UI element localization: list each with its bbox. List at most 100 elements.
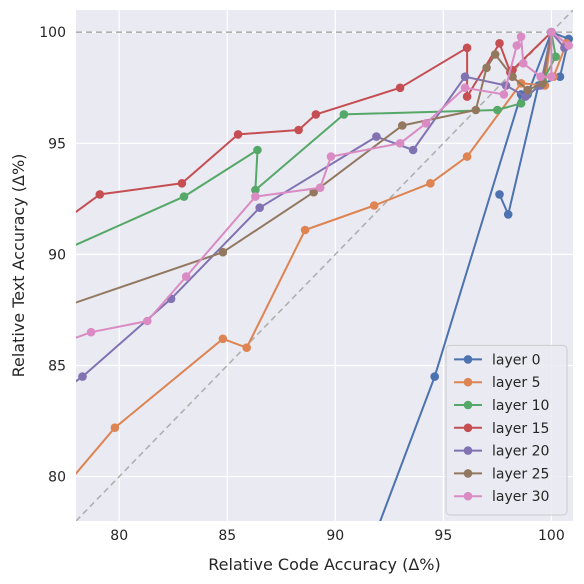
legend-label: layer 30: [492, 489, 549, 505]
legend-item: layer 10: [454, 398, 549, 414]
data-point: [369, 201, 379, 210]
series-line: [76, 32, 557, 246]
data-point: [395, 83, 405, 93]
data-point: [426, 179, 435, 188]
data-point: [551, 52, 560, 61]
legend-swatch-marker: [463, 355, 473, 364]
data-point: [521, 92, 530, 101]
data-point: [516, 32, 526, 41]
legend-label: layer 5: [492, 375, 540, 391]
data-point: [50, 495, 59, 504]
legend-item: layer 30: [454, 489, 549, 505]
data-point: [395, 139, 405, 148]
data-point: [300, 225, 310, 235]
data-point: [538, 79, 547, 88]
data-point: [218, 247, 228, 257]
data-point: [179, 192, 189, 201]
data-point: [372, 132, 381, 141]
legend-swatch-marker: [463, 446, 473, 455]
legend-swatch-marker: [463, 469, 473, 478]
data-point: [516, 99, 526, 108]
data-point: [462, 92, 472, 101]
legend-label: layer 15: [492, 421, 549, 437]
legend-swatch-marker: [463, 423, 473, 433]
data-point: [255, 203, 264, 212]
data-point: [233, 130, 243, 139]
data-point: [503, 210, 513, 219]
y-tick-label: 95: [48, 136, 66, 152]
legend-swatch-marker: [463, 491, 473, 501]
x-axis-label: Relative Code Accuracy (Δ%): [208, 555, 440, 574]
legend-label: layer 20: [492, 444, 549, 460]
x-tick-label: 100: [538, 528, 565, 544]
legend-label: layer 25: [492, 466, 549, 482]
data-point: [430, 372, 440, 381]
data-point: [490, 50, 500, 59]
y-tick-label: 100: [39, 25, 66, 41]
series-layer-30: [50, 27, 573, 350]
data-point: [482, 63, 491, 73]
data-point: [547, 72, 556, 81]
data-point: [50, 392, 59, 401]
data-point: [110, 423, 120, 433]
y-tick-label: 85: [48, 358, 66, 374]
data-point: [523, 85, 532, 95]
legend-item: layer 5: [454, 375, 540, 391]
legend: layer 0 layer 5 layer 10 layer 15 layer 20 la…: [445, 344, 568, 516]
data-point: [251, 192, 260, 201]
data-point: [326, 152, 336, 161]
data-point: [508, 72, 517, 81]
data-point: [242, 343, 251, 353]
data-point: [143, 316, 152, 326]
x-tick-label: 80: [110, 528, 128, 544]
data-point: [177, 179, 187, 188]
reference-line-diagonal: [76, 10, 573, 521]
y-tick-label: 80: [48, 470, 66, 486]
legend-swatch-marker: [463, 377, 473, 387]
reference-lines: [76, 10, 573, 521]
legend-label: layer 10: [492, 398, 549, 414]
data-point: [309, 187, 319, 197]
data-point: [564, 41, 573, 50]
data-point: [218, 334, 228, 344]
data-point: [536, 72, 545, 81]
data-point: [95, 190, 105, 199]
data-point: [86, 327, 96, 337]
data-point: [512, 41, 522, 50]
data-point: [50, 223, 59, 232]
series-layer-10: [76, 27, 560, 246]
data-point: [251, 185, 260, 195]
legend-item: layer 25: [454, 466, 549, 482]
data-point: [50, 341, 59, 350]
data-point: [78, 372, 87, 381]
data-point: [50, 306, 59, 315]
data-point: [408, 145, 418, 155]
data-point: [493, 105, 502, 115]
data-point: [519, 59, 528, 68]
data-point: [462, 152, 472, 161]
data-point: [315, 183, 325, 192]
tick-labels: 80 85 90 95 100 80 85 90 95 100: [39, 25, 564, 544]
data-point: [460, 83, 470, 93]
data-point: [462, 43, 472, 53]
data-point: [547, 27, 556, 37]
legend-item: layer 15: [454, 421, 549, 437]
data-point: [181, 272, 191, 281]
data-point: [460, 72, 470, 81]
data-point: [499, 90, 509, 99]
data-point: [495, 39, 504, 48]
data-point: [471, 105, 481, 115]
legend-item: layer 20: [454, 444, 549, 460]
y-tick-label: 90: [48, 247, 66, 263]
data-point: [398, 121, 407, 130]
legend-swatch-marker: [463, 400, 473, 410]
data-point: [495, 190, 504, 199]
x-tick-label: 85: [218, 528, 236, 544]
data-point: [555, 72, 565, 81]
legend-label: layer 0: [492, 352, 540, 368]
data-point: [311, 110, 321, 119]
data-point: [421, 119, 431, 128]
x-tick-label: 90: [326, 528, 344, 544]
y-axis-label: Relative Text Accuracy (Δ%): [9, 154, 28, 378]
